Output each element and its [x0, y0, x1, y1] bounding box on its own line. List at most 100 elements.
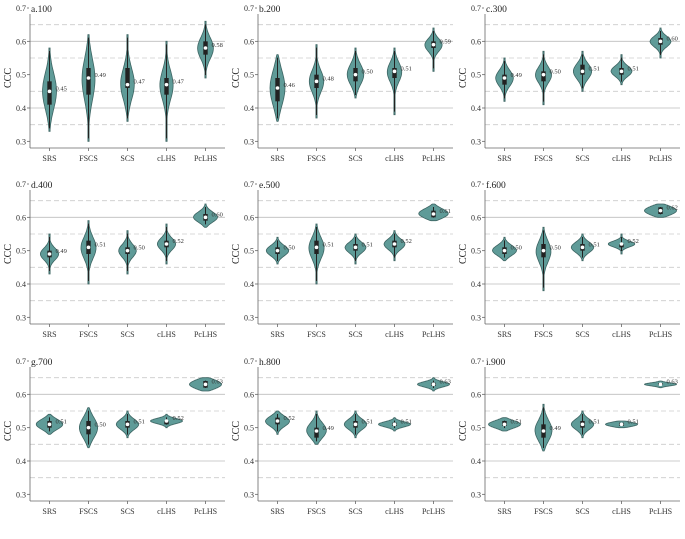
- median-point-SCS: [353, 422, 358, 427]
- x-tick-label: FSCS: [307, 507, 326, 516]
- panel-label: d.400: [31, 181, 53, 191]
- panel-label-bg: [484, 179, 510, 190]
- x-tick-label: FSCS: [79, 507, 98, 516]
- median-label-cLHS: 0.51: [401, 418, 412, 425]
- panel-e.500: 0.3 0.4 0.5 0.6 0.7 CCC e.500 SRS 0.50 FSCS 0.51 SC…: [231, 179, 453, 339]
- panel-label-bg: [29, 3, 55, 14]
- median-label-FSCS: 0.50: [550, 245, 561, 252]
- y-tick-label: 0.5: [471, 71, 481, 80]
- median-point-PcLHS: [658, 382, 663, 387]
- median-label-cLHS: 0.47: [173, 79, 185, 86]
- y-tick-label: 0.5: [471, 424, 481, 433]
- median-point-SCS: [125, 82, 130, 87]
- y-axis-label: CCC: [3, 244, 14, 264]
- median-point-cLHS: [164, 82, 169, 87]
- y-tick-label: 0.4: [471, 457, 481, 466]
- panel-label-bg: [484, 3, 510, 14]
- y-tick-label: 0.5: [16, 424, 26, 433]
- median-point-cLHS: [164, 242, 169, 246]
- y-tick-label: 0.7: [16, 180, 26, 189]
- y-tick-label: 0.4: [244, 280, 254, 289]
- x-tick-label: cLHS: [612, 154, 631, 163]
- median-label-cLHS: 0.51: [401, 65, 412, 72]
- median-point-SRS: [275, 86, 280, 90]
- median-label-PcLHS: 0.58: [212, 42, 223, 49]
- median-point-FSCS: [541, 248, 546, 253]
- y-tick-label: 0.6: [471, 390, 481, 399]
- median-point-FSCS: [86, 76, 91, 80]
- median-label-FSCS: 0.49: [95, 72, 106, 79]
- x-tick-label: SCS: [575, 154, 589, 163]
- median-label-SCS: 0.47: [134, 79, 146, 86]
- median-label-SCS: 0.51: [362, 241, 373, 248]
- x-tick-label: SRS: [42, 154, 56, 163]
- median-point-cLHS: [619, 69, 624, 74]
- median-point-PcLHS: [658, 39, 663, 44]
- y-tick-label: 0.3: [244, 490, 254, 499]
- x-tick-label: SCS: [348, 154, 362, 163]
- panel-a.100: 0.3 0.4 0.5 0.6 0.7 CCC a.100 SRS 0.45 FSCS 0.49 SC…: [3, 3, 225, 163]
- x-tick-label: cLHS: [385, 330, 404, 339]
- median-label-FSCS: 0.49: [323, 425, 334, 432]
- median-point-cLHS: [619, 422, 624, 427]
- median-label-PcLHS: 0.59: [440, 39, 451, 46]
- y-tick-label: 0.4: [16, 104, 26, 113]
- y-tick-label: 0.7: [244, 357, 254, 366]
- median-point-SRS: [47, 252, 52, 256]
- y-tick-label: 0.3: [16, 137, 26, 146]
- y-tick-label: 0.6: [244, 37, 254, 46]
- y-tick-label: 0.7: [471, 357, 481, 366]
- median-point-SRS: [502, 76, 507, 80]
- panel-label: i.900: [486, 358, 506, 368]
- panel-label: a.100: [31, 5, 52, 15]
- median-label-SCS: 0.50: [134, 245, 145, 252]
- panel-label: b.200: [259, 5, 281, 15]
- x-tick-label: SCS: [120, 154, 134, 163]
- median-label-SCS: 0.50: [362, 69, 373, 76]
- median-label-FSCS: 0.50: [95, 422, 106, 429]
- median-label-SRS: 0.50: [511, 245, 522, 252]
- x-tick-label: SCS: [575, 330, 589, 339]
- y-tick-label: 0.5: [244, 247, 254, 256]
- y-tick-label: 0.7: [244, 4, 254, 13]
- y-axis-label: CCC: [458, 244, 469, 264]
- x-tick-label: SRS: [497, 507, 511, 516]
- y-tick-label: 0.6: [16, 37, 26, 46]
- y-axis-label: CCC: [458, 421, 469, 441]
- x-tick-label: SCS: [348, 507, 362, 516]
- median-label-FSCS: 0.48: [323, 75, 334, 82]
- x-tick-label: FSCS: [79, 154, 98, 163]
- panel-label: h.800: [259, 358, 281, 368]
- median-point-PcLHS: [431, 382, 436, 387]
- y-tick-label: 0.3: [471, 490, 481, 499]
- median-point-SCS: [580, 69, 585, 74]
- panel-label: c.300: [486, 5, 507, 15]
- panel-b.200: 0.3 0.4 0.5 0.6 0.7 CCC b.200 SRS 0.46 FSCS 0.48 SC…: [231, 3, 453, 163]
- median-label-SRS: 0.51: [511, 418, 522, 425]
- y-tick-label: 0.5: [16, 71, 26, 80]
- panel-label: e.500: [259, 181, 280, 191]
- y-axis-label: CCC: [231, 421, 242, 441]
- median-point-PcLHS: [658, 208, 663, 213]
- y-tick-label: 0.4: [471, 104, 481, 113]
- y-tick-label: 0.5: [471, 247, 481, 256]
- x-tick-label: PcLHS: [194, 154, 217, 163]
- x-tick-label: SCS: [575, 507, 589, 516]
- y-tick-label: 0.4: [244, 104, 254, 113]
- x-tick-label: SRS: [270, 154, 284, 163]
- y-axis-label: CCC: [3, 68, 14, 88]
- iqr-box-FSCS: [86, 68, 91, 95]
- x-tick-label: FSCS: [534, 507, 553, 516]
- y-axis-label: CCC: [458, 68, 469, 88]
- panel-label-bg: [29, 356, 55, 367]
- panel-c.300: 0.3 0.4 0.5 0.6 0.7 CCC c.300 SRS 0.49 FSCS 0.50 SC…: [458, 3, 680, 163]
- x-tick-label: PcLHS: [194, 330, 217, 339]
- median-label-SCS: 0.51: [589, 65, 600, 72]
- median-point-PcLHS: [203, 46, 208, 50]
- median-label-FSCS: 0.51: [323, 241, 334, 248]
- median-label-PcLHS: 0.60: [667, 35, 678, 42]
- median-point-FSCS: [314, 245, 319, 250]
- y-tick-label: 0.6: [16, 213, 26, 222]
- median-point-PcLHS: [203, 382, 208, 387]
